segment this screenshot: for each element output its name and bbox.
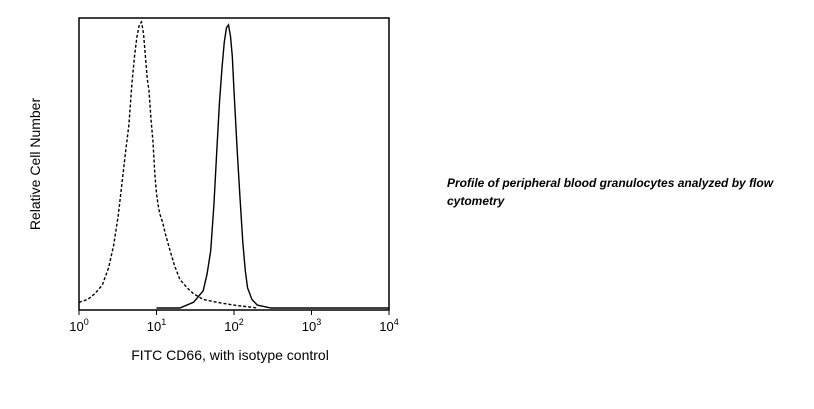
x-tick-label: 101 [147, 317, 166, 334]
x-axis-ticks: 100 101 102 103 104 [69, 310, 399, 334]
series-line-solid [156, 23, 389, 309]
series-line-dashed [78, 20, 258, 309]
x-tick-label: 104 [379, 317, 398, 334]
x-axis-label: FITC CD66, with isotype control [131, 347, 329, 363]
x-tick-label: 100 [69, 317, 88, 334]
x-tick-label: 102 [224, 317, 243, 334]
series-layer [78, 20, 389, 309]
figure-caption: Profile of peripheral blood granulocytes… [447, 176, 774, 208]
y-axis-label: Relative Cell Number [27, 98, 43, 231]
plot-frame [78, 17, 390, 311]
x-tick-label: 103 [302, 317, 321, 334]
